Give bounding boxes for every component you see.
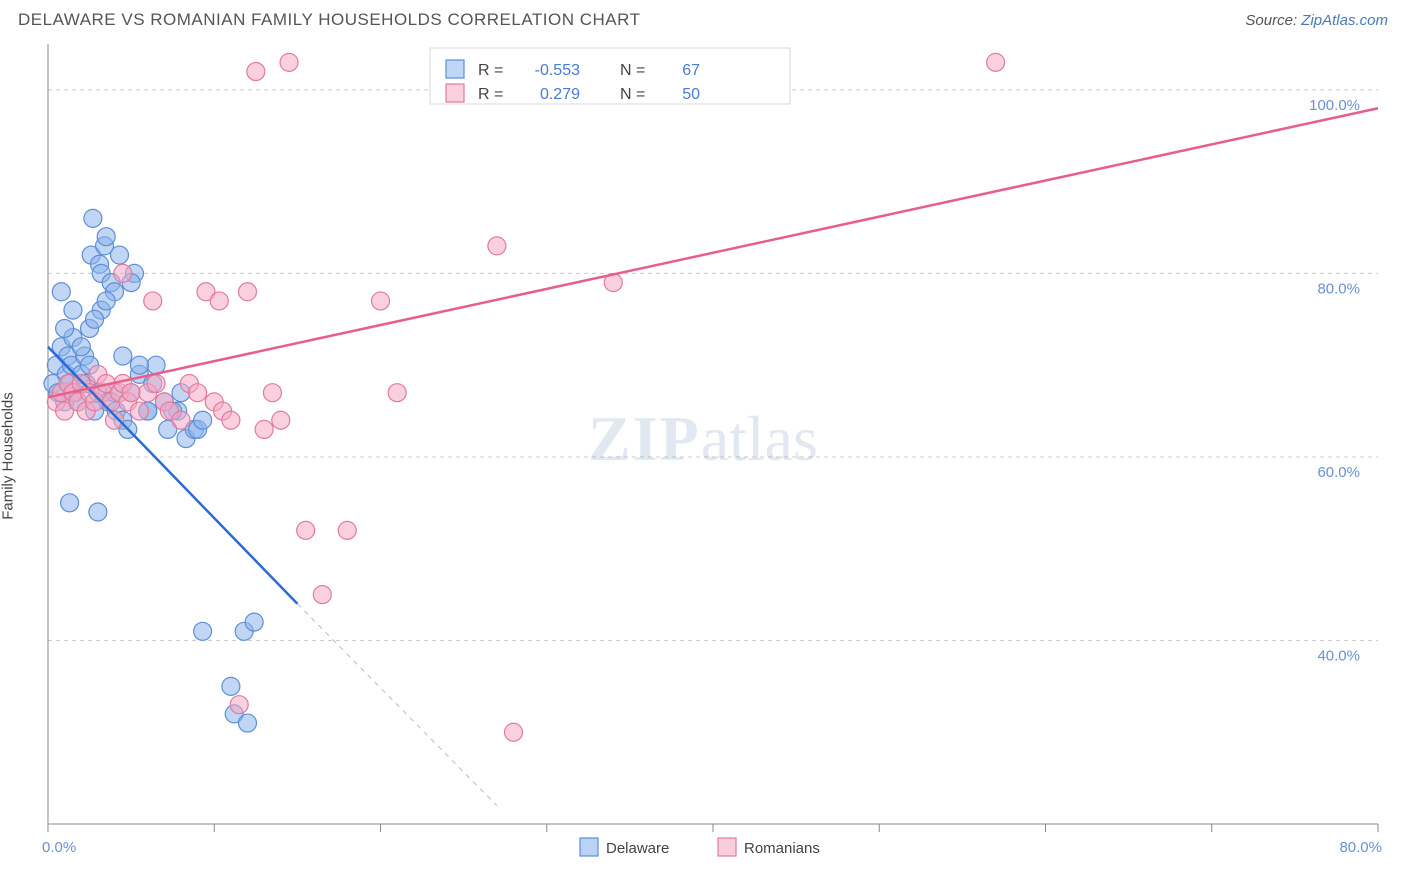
source-link[interactable]: ZipAtlas.com	[1301, 12, 1388, 29]
svg-text:-0.553: -0.553	[535, 62, 580, 79]
svg-text:67: 67	[682, 62, 700, 79]
svg-text:0.0%: 0.0%	[42, 839, 76, 856]
scatter-chart: 40.0% 60.0% 80.0% 100.0% 0.0% 80.0% R = -0.553 N…	[0, 36, 1406, 876]
svg-text:R =: R =	[478, 62, 503, 79]
svg-text:80.0%: 80.0%	[1317, 280, 1360, 297]
svg-text:N =: N =	[620, 86, 645, 103]
y-axis-label: Family Households	[0, 392, 17, 520]
chart-title: DELAWARE VS ROMANIAN FAMILY HOUSEHOLDS C…	[18, 10, 640, 30]
svg-text:R =: R =	[478, 86, 503, 103]
svg-text:0.279: 0.279	[540, 86, 580, 103]
svg-text:40.0%: 40.0%	[1317, 647, 1360, 664]
header-bar: DELAWARE VS ROMANIAN FAMILY HOUSEHOLDS C…	[0, 0, 1406, 36]
svg-text:60.0%: 60.0%	[1317, 464, 1360, 481]
svg-text:50: 50	[682, 86, 700, 103]
svg-text:Delaware: Delaware	[606, 840, 669, 857]
svg-text:N =: N =	[620, 62, 645, 79]
svg-text:100.0%: 100.0%	[1309, 97, 1360, 114]
source-attribution: Source: ZipAtlas.com	[1245, 12, 1388, 29]
svg-text:Romanians: Romanians	[744, 840, 820, 857]
plot-area: Family Households ZIPatlas 40.0%60.0%80.…	[0, 36, 1406, 876]
svg-text:80.0%: 80.0%	[1339, 839, 1382, 856]
